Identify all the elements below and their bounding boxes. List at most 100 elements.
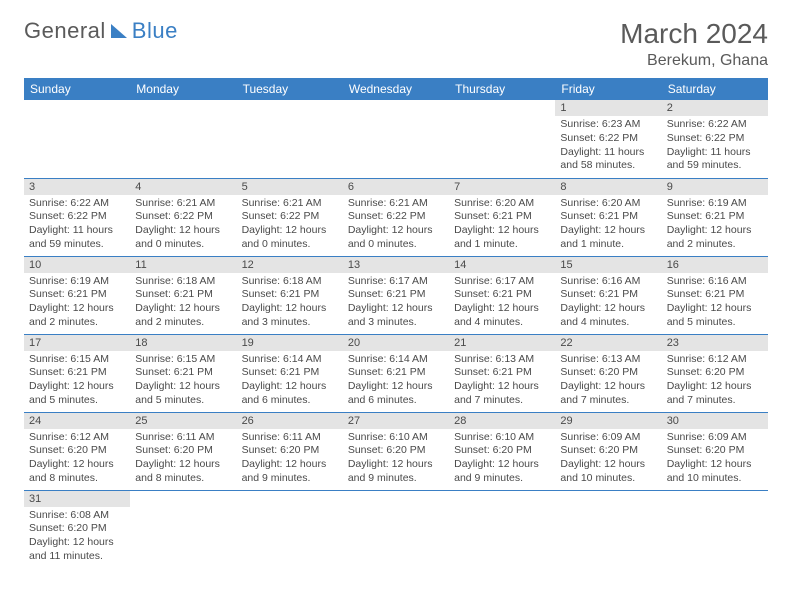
day-number: 23 xyxy=(662,335,768,351)
sunset-text: Sunset: 6:21 PM xyxy=(560,210,656,224)
calendar-cell xyxy=(343,100,449,178)
day-content: Sunrise: 6:19 AMSunset: 6:21 PMDaylight:… xyxy=(662,195,768,256)
sunset-text: Sunset: 6:21 PM xyxy=(454,366,550,380)
sunrise-text: Sunrise: 6:10 AM xyxy=(454,431,550,445)
calendar-cell: 9Sunrise: 6:19 AMSunset: 6:21 PMDaylight… xyxy=(662,178,768,256)
daylight-text: Daylight: 12 hours and 7 minutes. xyxy=(560,380,656,407)
day-number: 14 xyxy=(449,257,555,273)
calendar-cell: 6Sunrise: 6:21 AMSunset: 6:22 PMDaylight… xyxy=(343,178,449,256)
daylight-text: Daylight: 12 hours and 1 minute. xyxy=(560,224,656,251)
weekday-header: Tuesday xyxy=(237,78,343,100)
sunrise-text: Sunrise: 6:20 AM xyxy=(560,197,656,211)
day-content: Sunrise: 6:22 AMSunset: 6:22 PMDaylight:… xyxy=(24,195,130,256)
sunset-text: Sunset: 6:21 PM xyxy=(135,366,231,380)
day-number-empty xyxy=(130,491,236,507)
sunset-text: Sunset: 6:20 PM xyxy=(29,522,125,536)
day-number: 29 xyxy=(555,413,661,429)
sunrise-text: Sunrise: 6:10 AM xyxy=(348,431,444,445)
calendar-cell: 20Sunrise: 6:14 AMSunset: 6:21 PMDayligh… xyxy=(343,334,449,412)
calendar-cell: 5Sunrise: 6:21 AMSunset: 6:22 PMDaylight… xyxy=(237,178,343,256)
calendar-cell: 11Sunrise: 6:18 AMSunset: 6:21 PMDayligh… xyxy=(130,256,236,334)
day-number: 7 xyxy=(449,179,555,195)
day-number: 13 xyxy=(343,257,449,273)
logo: General Blue xyxy=(24,18,178,44)
day-number-empty xyxy=(24,100,130,116)
day-number: 9 xyxy=(662,179,768,195)
calendar-cell: 16Sunrise: 6:16 AMSunset: 6:21 PMDayligh… xyxy=(662,256,768,334)
day-number: 18 xyxy=(130,335,236,351)
day-content: Sunrise: 6:18 AMSunset: 6:21 PMDaylight:… xyxy=(237,273,343,334)
sunset-text: Sunset: 6:22 PM xyxy=(242,210,338,224)
day-number: 30 xyxy=(662,413,768,429)
day-number: 20 xyxy=(343,335,449,351)
day-content: Sunrise: 6:17 AMSunset: 6:21 PMDaylight:… xyxy=(343,273,449,334)
daylight-text: Daylight: 12 hours and 11 minutes. xyxy=(29,536,125,563)
calendar-cell: 31Sunrise: 6:08 AMSunset: 6:20 PMDayligh… xyxy=(24,490,130,568)
sunrise-text: Sunrise: 6:16 AM xyxy=(560,275,656,289)
day-number: 6 xyxy=(343,179,449,195)
sunrise-text: Sunrise: 6:11 AM xyxy=(242,431,338,445)
sunset-text: Sunset: 6:21 PM xyxy=(454,210,550,224)
day-content: Sunrise: 6:13 AMSunset: 6:20 PMDaylight:… xyxy=(555,351,661,412)
day-content: Sunrise: 6:21 AMSunset: 6:22 PMDaylight:… xyxy=(343,195,449,256)
day-number: 12 xyxy=(237,257,343,273)
sunrise-text: Sunrise: 6:18 AM xyxy=(242,275,338,289)
day-content: Sunrise: 6:14 AMSunset: 6:21 PMDaylight:… xyxy=(343,351,449,412)
day-content: Sunrise: 6:12 AMSunset: 6:20 PMDaylight:… xyxy=(662,351,768,412)
sunrise-text: Sunrise: 6:20 AM xyxy=(454,197,550,211)
day-number-empty xyxy=(343,100,449,116)
sunset-text: Sunset: 6:22 PM xyxy=(348,210,444,224)
calendar-body: 1Sunrise: 6:23 AMSunset: 6:22 PMDaylight… xyxy=(24,100,768,568)
daylight-text: Daylight: 12 hours and 5 minutes. xyxy=(135,380,231,407)
day-number-empty xyxy=(237,491,343,507)
day-number-empty xyxy=(555,491,661,507)
day-content: Sunrise: 6:15 AMSunset: 6:21 PMDaylight:… xyxy=(24,351,130,412)
sunset-text: Sunset: 6:20 PM xyxy=(135,444,231,458)
daylight-text: Daylight: 12 hours and 2 minutes. xyxy=(135,302,231,329)
daylight-text: Daylight: 12 hours and 3 minutes. xyxy=(348,302,444,329)
calendar-cell: 2Sunrise: 6:22 AMSunset: 6:22 PMDaylight… xyxy=(662,100,768,178)
day-number: 25 xyxy=(130,413,236,429)
calendar-week: 24Sunrise: 6:12 AMSunset: 6:20 PMDayligh… xyxy=(24,412,768,490)
daylight-text: Daylight: 12 hours and 3 minutes. xyxy=(242,302,338,329)
sunset-text: Sunset: 6:20 PM xyxy=(560,444,656,458)
weekday-header: Friday xyxy=(555,78,661,100)
day-number: 5 xyxy=(237,179,343,195)
sunset-text: Sunset: 6:20 PM xyxy=(29,444,125,458)
calendar-head: SundayMondayTuesdayWednesdayThursdayFrid… xyxy=(24,78,768,100)
sunset-text: Sunset: 6:21 PM xyxy=(135,288,231,302)
day-number: 11 xyxy=(130,257,236,273)
calendar-cell: 3Sunrise: 6:22 AMSunset: 6:22 PMDaylight… xyxy=(24,178,130,256)
day-number: 2 xyxy=(662,100,768,116)
sunset-text: Sunset: 6:21 PM xyxy=(454,288,550,302)
sunrise-text: Sunrise: 6:12 AM xyxy=(29,431,125,445)
calendar-week: 1Sunrise: 6:23 AMSunset: 6:22 PMDaylight… xyxy=(24,100,768,178)
daylight-text: Daylight: 12 hours and 9 minutes. xyxy=(348,458,444,485)
day-content: Sunrise: 6:11 AMSunset: 6:20 PMDaylight:… xyxy=(237,429,343,490)
day-content: Sunrise: 6:12 AMSunset: 6:20 PMDaylight:… xyxy=(24,429,130,490)
day-number: 4 xyxy=(130,179,236,195)
sunset-text: Sunset: 6:21 PM xyxy=(29,366,125,380)
calendar-cell: 25Sunrise: 6:11 AMSunset: 6:20 PMDayligh… xyxy=(130,412,236,490)
calendar-cell xyxy=(449,490,555,568)
calendar-cell xyxy=(343,490,449,568)
header: General Blue March 2024 Berekum, Ghana xyxy=(24,18,768,70)
day-content: Sunrise: 6:09 AMSunset: 6:20 PMDaylight:… xyxy=(662,429,768,490)
calendar-cell: 14Sunrise: 6:17 AMSunset: 6:21 PMDayligh… xyxy=(449,256,555,334)
day-content: Sunrise: 6:15 AMSunset: 6:21 PMDaylight:… xyxy=(130,351,236,412)
daylight-text: Daylight: 12 hours and 9 minutes. xyxy=(454,458,550,485)
sunset-text: Sunset: 6:22 PM xyxy=(135,210,231,224)
sunrise-text: Sunrise: 6:21 AM xyxy=(242,197,338,211)
weekday-header: Saturday xyxy=(662,78,768,100)
day-number-empty xyxy=(449,491,555,507)
month-title: March 2024 xyxy=(620,18,768,50)
weekday-header: Monday xyxy=(130,78,236,100)
calendar-week: 17Sunrise: 6:15 AMSunset: 6:21 PMDayligh… xyxy=(24,334,768,412)
day-content: Sunrise: 6:20 AMSunset: 6:21 PMDaylight:… xyxy=(449,195,555,256)
calendar-cell: 19Sunrise: 6:14 AMSunset: 6:21 PMDayligh… xyxy=(237,334,343,412)
day-content: Sunrise: 6:08 AMSunset: 6:20 PMDaylight:… xyxy=(24,507,130,568)
calendar-cell xyxy=(237,100,343,178)
calendar-cell: 21Sunrise: 6:13 AMSunset: 6:21 PMDayligh… xyxy=(449,334,555,412)
sunrise-text: Sunrise: 6:12 AM xyxy=(667,353,763,367)
calendar-cell xyxy=(130,490,236,568)
